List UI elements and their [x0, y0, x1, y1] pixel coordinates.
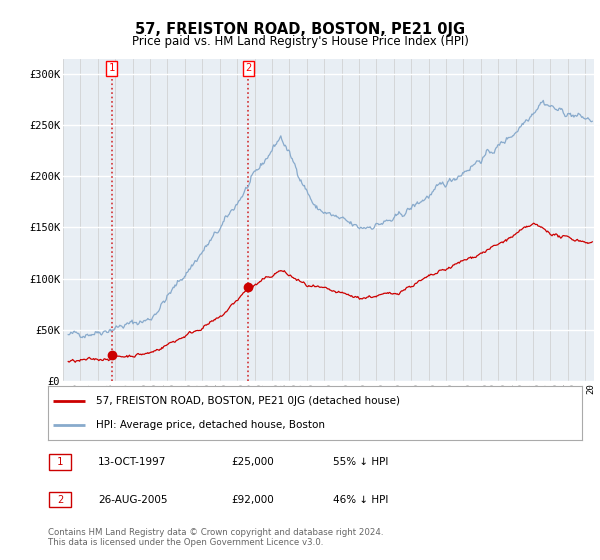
- Text: 1: 1: [109, 63, 115, 73]
- Text: 26-AUG-2005: 26-AUG-2005: [98, 494, 167, 505]
- Text: £25,000: £25,000: [231, 457, 274, 467]
- Text: HPI: Average price, detached house, Boston: HPI: Average price, detached house, Bost…: [96, 419, 325, 430]
- Text: 13-OCT-1997: 13-OCT-1997: [98, 457, 166, 467]
- Text: Price paid vs. HM Land Registry's House Price Index (HPI): Price paid vs. HM Land Registry's House …: [131, 35, 469, 48]
- Text: 57, FREISTON ROAD, BOSTON, PE21 0JG (detached house): 57, FREISTON ROAD, BOSTON, PE21 0JG (det…: [96, 396, 400, 407]
- Text: 55% ↓ HPI: 55% ↓ HPI: [333, 457, 388, 467]
- Text: 57, FREISTON ROAD, BOSTON, PE21 0JG: 57, FREISTON ROAD, BOSTON, PE21 0JG: [135, 22, 465, 38]
- Text: 1: 1: [57, 457, 64, 467]
- Text: 46% ↓ HPI: 46% ↓ HPI: [333, 494, 388, 505]
- Text: 2: 2: [245, 63, 251, 73]
- Text: Contains HM Land Registry data © Crown copyright and database right 2024.
This d: Contains HM Land Registry data © Crown c…: [48, 528, 383, 547]
- Text: £92,000: £92,000: [231, 494, 274, 505]
- Text: 2: 2: [57, 494, 64, 505]
